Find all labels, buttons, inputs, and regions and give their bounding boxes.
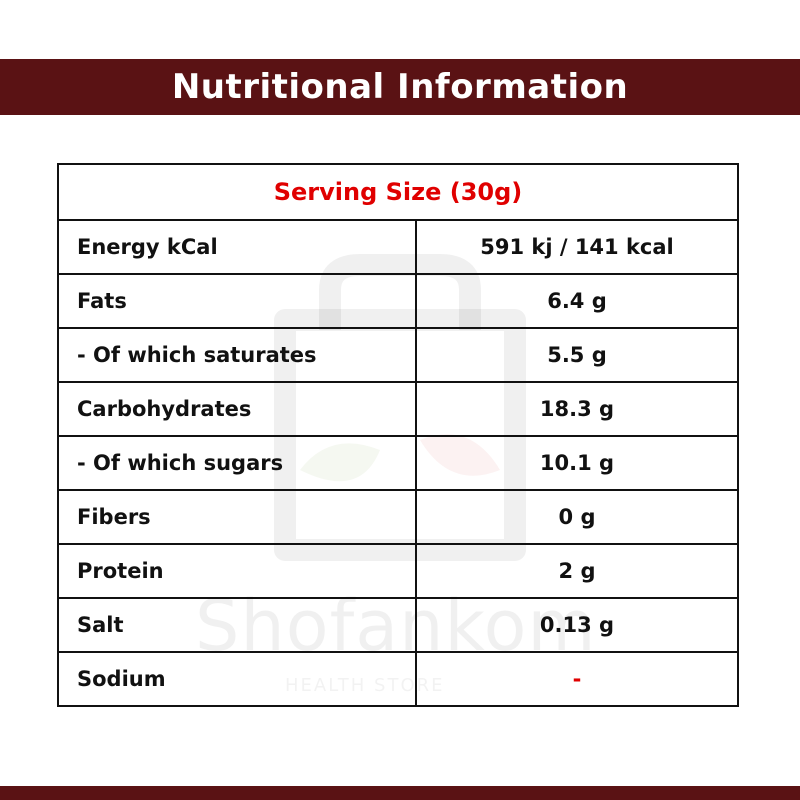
nutrient-label: Protein <box>57 543 417 599</box>
page-title: Nutritional Information <box>171 67 629 107</box>
nutrition-table: Serving Size (30g) Energy kCal 591 kj / … <box>57 163 739 707</box>
nutrient-value: 18.3 g <box>415 381 739 437</box>
nutrient-label: Carbohydrates <box>57 381 417 437</box>
nutrient-value: 0.13 g <box>415 597 739 653</box>
nutrient-label: Energy kCal <box>57 219 417 275</box>
serving-size-header: Serving Size (30g) <box>57 163 739 221</box>
nutrient-label: Sodium <box>57 651 417 707</box>
serving-size-row: Serving Size (30g) <box>57 163 739 221</box>
nutrient-value: 591 kj / 141 kcal <box>415 219 739 275</box>
nutrient-label: - Of which sugars <box>57 435 417 491</box>
nutrient-value: 6.4 g <box>415 273 739 329</box>
table-row: Salt 0.13 g <box>57 597 739 653</box>
nutrient-value: 2 g <box>415 543 739 599</box>
header-band: Nutritional Information <box>0 59 800 115</box>
table-row: Fats 6.4 g <box>57 273 739 329</box>
nutrient-value: 5.5 g <box>415 327 739 383</box>
table-row: Sodium - <box>57 651 739 707</box>
table-row: Carbohydrates 18.3 g <box>57 381 739 437</box>
nutrition-table-wrapper: Serving Size (30g) Energy kCal 591 kj / … <box>57 163 739 707</box>
nutrient-label: Salt <box>57 597 417 653</box>
nutrient-label: - Of which saturates <box>57 327 417 383</box>
table-row: - Of which saturates 5.5 g <box>57 327 739 383</box>
nutrient-value: 10.1 g <box>415 435 739 491</box>
table-row: Fibers 0 g <box>57 489 739 545</box>
footer-band <box>0 786 800 800</box>
nutrient-label: Fibers <box>57 489 417 545</box>
table-row: - Of which sugars 10.1 g <box>57 435 739 491</box>
table-row: Energy kCal 591 kj / 141 kcal <box>57 219 739 275</box>
nutrient-label: Fats <box>57 273 417 329</box>
table-row: Protein 2 g <box>57 543 739 599</box>
nutrient-value: - <box>415 651 739 707</box>
nutrient-value: 0 g <box>415 489 739 545</box>
